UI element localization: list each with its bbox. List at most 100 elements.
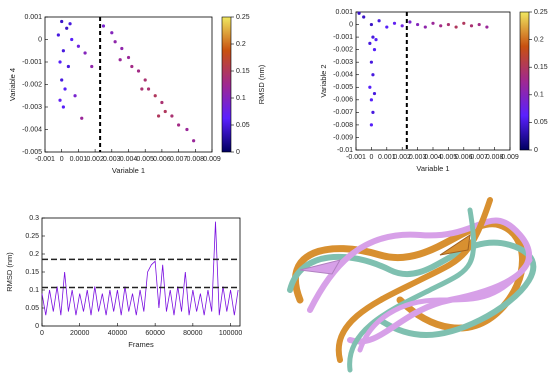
colorbar bbox=[519, 11, 530, 151]
point bbox=[369, 123, 373, 127]
plot-frame bbox=[44, 16, 213, 153]
point bbox=[423, 25, 427, 29]
y-tick-label: -0.009 bbox=[333, 134, 353, 141]
y-tick-label: -0.008 bbox=[333, 122, 353, 129]
point bbox=[143, 78, 147, 82]
point bbox=[80, 116, 84, 120]
colorbar-tick-label: 0.2 bbox=[236, 41, 246, 48]
x-tick-label: 100000 bbox=[219, 330, 242, 337]
y-tick-label: 0.15 bbox=[25, 269, 39, 276]
point bbox=[477, 22, 481, 27]
colorbar-label: RMSD (nm) bbox=[257, 64, 266, 104]
x-tick-label: 80000 bbox=[183, 330, 203, 337]
y-tick-label: 0 bbox=[349, 21, 353, 28]
y-tick-label: 0 bbox=[35, 323, 39, 330]
colorbar-tick-label: 0.05 bbox=[534, 119, 548, 126]
x-tick-label: -0.001 bbox=[346, 154, 366, 161]
y-tick-label: -0.005 bbox=[333, 84, 353, 91]
x-tick-label: 60000 bbox=[145, 330, 165, 337]
x-tick-label: 0.007 bbox=[170, 156, 188, 163]
point bbox=[83, 51, 87, 55]
point bbox=[160, 100, 164, 105]
point bbox=[66, 64, 70, 69]
point bbox=[61, 49, 65, 53]
point bbox=[156, 114, 161, 118]
plot-frame bbox=[41, 217, 241, 327]
colorbar-tick-label: 0 bbox=[534, 147, 538, 154]
point bbox=[146, 87, 151, 91]
x-tick-label: 40000 bbox=[108, 330, 128, 337]
point bbox=[362, 15, 366, 19]
point bbox=[163, 109, 167, 114]
y-tick-label: -0.004 bbox=[333, 72, 353, 79]
point bbox=[58, 60, 62, 64]
y-tick-label: -0.004 bbox=[22, 126, 42, 133]
point bbox=[56, 33, 60, 37]
y-tick-label: 0 bbox=[38, 36, 42, 43]
point bbox=[454, 25, 458, 29]
colorbar-tick-label: 0.1 bbox=[236, 95, 246, 102]
plot-frame bbox=[355, 11, 511, 151]
colorbar bbox=[221, 16, 232, 153]
point bbox=[60, 78, 64, 82]
point bbox=[170, 114, 174, 118]
x-tick-label: 0.002 bbox=[86, 156, 104, 163]
point bbox=[469, 24, 474, 28]
x-tick-label: 0.004 bbox=[424, 154, 442, 161]
x-tick-label: 0 bbox=[369, 154, 373, 161]
y-tick-label: -0.005 bbox=[22, 149, 42, 156]
y-tick-label: -0.003 bbox=[22, 104, 42, 111]
y-tick-label: -0.006 bbox=[333, 97, 353, 104]
y-tick-label: -0.003 bbox=[333, 59, 353, 66]
x-tick-label: 0.008 bbox=[486, 154, 504, 161]
point bbox=[185, 127, 189, 132]
point bbox=[431, 21, 435, 25]
point bbox=[408, 20, 412, 24]
point bbox=[385, 25, 389, 29]
point bbox=[177, 123, 181, 127]
y-tick-label: -0.007 bbox=[333, 109, 353, 116]
point bbox=[61, 105, 65, 109]
point bbox=[374, 38, 378, 42]
point bbox=[446, 22, 450, 27]
colorbar-tick-label: 0.2 bbox=[534, 36, 544, 43]
colorbar-tick-label: 0.05 bbox=[236, 122, 250, 129]
x-tick-label: 0.002 bbox=[393, 154, 411, 161]
x-axis-label: Variable 1 bbox=[112, 166, 145, 175]
x-tick-label: 0.006 bbox=[455, 154, 473, 161]
point bbox=[140, 87, 144, 91]
point bbox=[372, 48, 377, 52]
point bbox=[63, 87, 67, 91]
x-tick-label: 0 bbox=[40, 330, 44, 337]
colorbar-tick-label: 0.25 bbox=[534, 9, 548, 16]
point bbox=[371, 35, 375, 39]
point bbox=[439, 24, 443, 28]
point bbox=[70, 37, 74, 42]
point bbox=[113, 40, 117, 44]
y-axis-label: RMSD (nm) bbox=[5, 252, 14, 292]
y-tick-label: -0.01 bbox=[337, 147, 353, 154]
y-tick-label: 0.2 bbox=[29, 251, 39, 258]
point bbox=[485, 25, 489, 29]
point bbox=[369, 60, 373, 64]
protein-structure bbox=[287, 197, 537, 373]
x-tick-label: 0.001 bbox=[70, 156, 88, 163]
point bbox=[369, 22, 373, 27]
point bbox=[68, 22, 72, 26]
x-axis-label: Variable 1 bbox=[416, 164, 449, 173]
x-tick-label: 0.001 bbox=[378, 154, 396, 161]
colorbar-tick-label: 0.15 bbox=[236, 68, 250, 75]
y-tick-label: 0.1 bbox=[29, 287, 39, 294]
point bbox=[400, 24, 404, 28]
point bbox=[192, 139, 196, 143]
colorbar-tick-label: 0.15 bbox=[534, 64, 548, 71]
y-tick-label: 0.3 bbox=[29, 215, 39, 222]
colorbar-tick-label: 0.25 bbox=[236, 14, 250, 21]
point bbox=[110, 31, 114, 35]
point bbox=[126, 55, 131, 60]
point bbox=[372, 91, 377, 96]
y-tick-label: -0.002 bbox=[333, 46, 353, 53]
colorbar-tick-label: 0.1 bbox=[534, 92, 544, 99]
point bbox=[73, 94, 77, 98]
